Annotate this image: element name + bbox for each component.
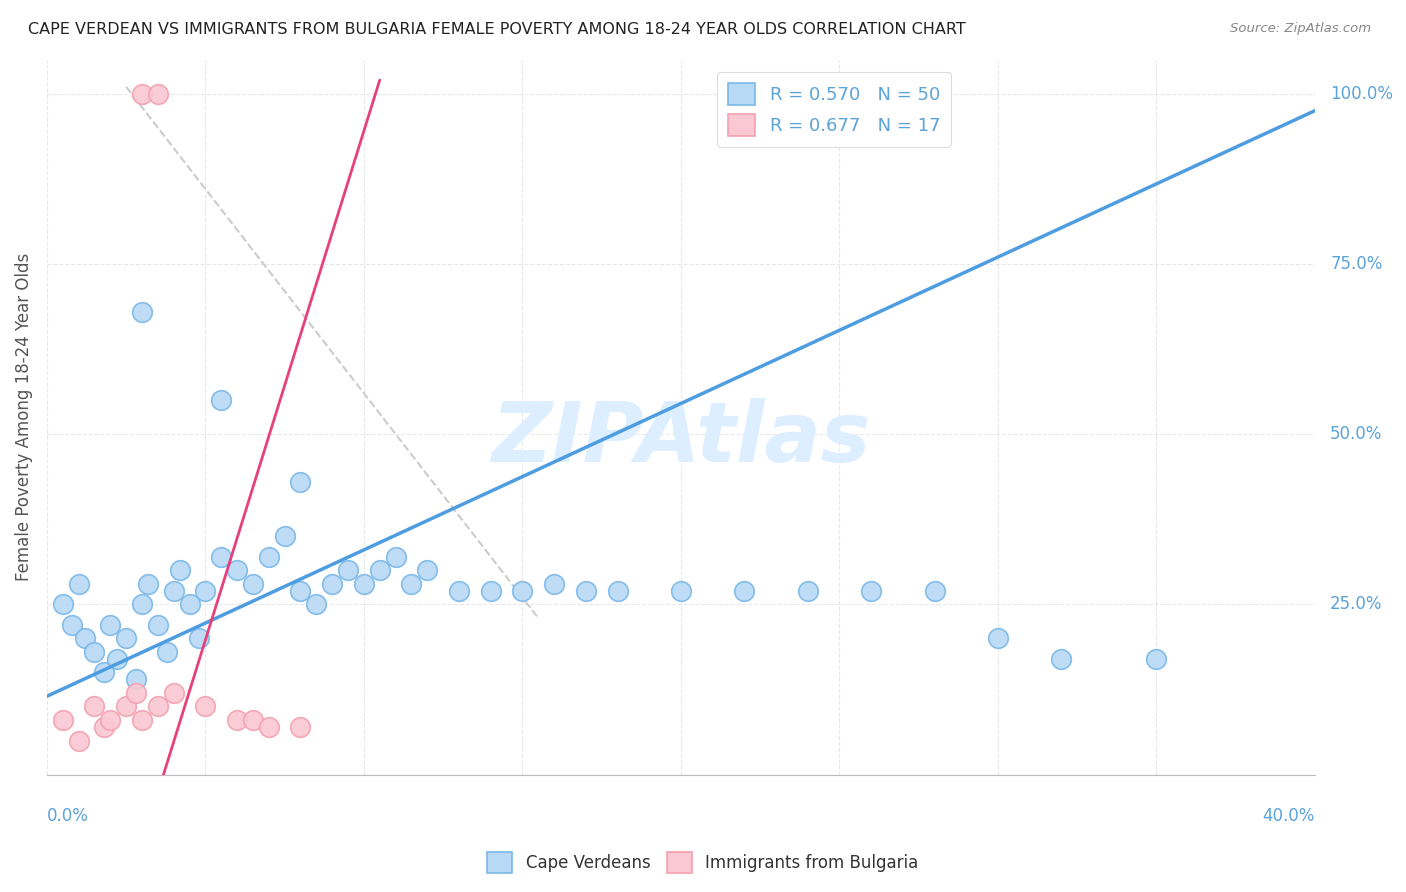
- Text: 100.0%: 100.0%: [1330, 85, 1393, 103]
- Point: [169, 563, 191, 577]
- Point: [226, 713, 249, 727]
- Legend: Cape Verdeans, Immigrants from Bulgaria: Cape Verdeans, Immigrants from Bulgaria: [481, 846, 925, 880]
- Point: [115, 632, 138, 646]
- Point: [93, 665, 115, 680]
- Point: [83, 699, 105, 714]
- Point: [1050, 652, 1073, 666]
- Text: 0.0%: 0.0%: [46, 806, 89, 825]
- Point: [131, 713, 153, 727]
- Point: [73, 632, 96, 646]
- Point: [146, 87, 169, 101]
- Point: [131, 87, 153, 101]
- Point: [67, 733, 90, 747]
- Point: [131, 598, 153, 612]
- Point: [163, 583, 186, 598]
- Text: 40.0%: 40.0%: [1263, 806, 1315, 825]
- Point: [290, 583, 312, 598]
- Point: [124, 672, 146, 686]
- Point: [384, 549, 406, 564]
- Point: [353, 577, 375, 591]
- Legend: R = 0.570   N = 50, R = 0.677   N = 17: R = 0.570 N = 50, R = 0.677 N = 17: [717, 72, 950, 147]
- Point: [606, 583, 628, 598]
- Point: [305, 598, 328, 612]
- Point: [83, 645, 105, 659]
- Point: [1144, 652, 1167, 666]
- Point: [146, 617, 169, 632]
- Point: [52, 713, 75, 727]
- Point: [669, 583, 692, 598]
- Point: [98, 713, 121, 727]
- Point: [924, 583, 946, 598]
- Point: [105, 652, 128, 666]
- Text: Source: ZipAtlas.com: Source: ZipAtlas.com: [1230, 22, 1371, 36]
- Point: [290, 720, 312, 734]
- Point: [93, 720, 115, 734]
- Point: [209, 393, 232, 408]
- Point: [416, 563, 439, 577]
- Point: [67, 577, 90, 591]
- Point: [575, 583, 598, 598]
- Point: [273, 529, 295, 543]
- Text: 75.0%: 75.0%: [1330, 255, 1382, 273]
- Point: [368, 563, 391, 577]
- Point: [242, 713, 264, 727]
- Point: [479, 583, 502, 598]
- Point: [447, 583, 470, 598]
- Point: [194, 583, 217, 598]
- Point: [337, 563, 360, 577]
- Point: [146, 699, 169, 714]
- Text: CAPE VERDEAN VS IMMIGRANTS FROM BULGARIA FEMALE POVERTY AMONG 18-24 YEAR OLDS CO: CAPE VERDEAN VS IMMIGRANTS FROM BULGARIA…: [28, 22, 966, 37]
- Point: [257, 549, 280, 564]
- Point: [860, 583, 883, 598]
- Text: ZIPAtlas: ZIPAtlas: [491, 398, 870, 479]
- Text: 50.0%: 50.0%: [1330, 425, 1382, 443]
- Point: [115, 699, 138, 714]
- Point: [512, 583, 534, 598]
- Point: [163, 686, 186, 700]
- Point: [124, 686, 146, 700]
- Point: [987, 632, 1010, 646]
- Point: [796, 583, 818, 598]
- Point: [290, 475, 312, 489]
- Point: [194, 699, 217, 714]
- Point: [98, 617, 121, 632]
- Point: [321, 577, 343, 591]
- Text: 25.0%: 25.0%: [1330, 595, 1382, 614]
- Point: [179, 598, 201, 612]
- Point: [257, 720, 280, 734]
- Point: [733, 583, 755, 598]
- Y-axis label: Female Poverty Among 18-24 Year Olds: Female Poverty Among 18-24 Year Olds: [15, 253, 32, 582]
- Point: [156, 645, 179, 659]
- Point: [60, 617, 83, 632]
- Point: [543, 577, 565, 591]
- Point: [52, 598, 75, 612]
- Point: [226, 563, 249, 577]
- Point: [188, 632, 211, 646]
- Point: [131, 304, 153, 318]
- Point: [242, 577, 264, 591]
- Point: [136, 577, 159, 591]
- Point: [209, 549, 232, 564]
- Point: [401, 577, 423, 591]
